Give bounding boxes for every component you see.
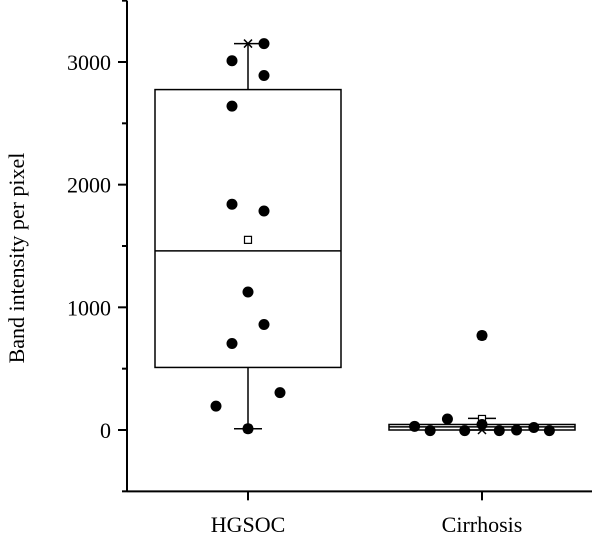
- data-point: [476, 330, 488, 342]
- data-point: [226, 55, 238, 67]
- y-axis-title: Band intensity per pixel: [4, 153, 29, 364]
- data-point: [543, 425, 555, 437]
- data-point: [424, 425, 436, 437]
- y-tick-label: 2000: [67, 173, 111, 198]
- data-point: [476, 418, 488, 430]
- max-marker: [243, 39, 253, 49]
- data-point: [258, 205, 270, 217]
- data-point: [274, 387, 286, 399]
- data-point: [409, 420, 421, 432]
- data-point: [226, 338, 238, 350]
- data-point: [258, 69, 270, 81]
- data-point: [242, 286, 254, 298]
- axes: 0 1000 2000 3000 HGSOC Cirrhosis: [67, 0, 592, 537]
- x-tick-label: Cirrhosis: [442, 512, 523, 537]
- mean-marker: [243, 235, 253, 244]
- y-tick-label: 3000: [67, 50, 111, 75]
- data-point: [528, 422, 540, 434]
- data-point: [226, 198, 238, 210]
- data-point: [459, 425, 471, 437]
- y-tick-label: 0: [100, 418, 111, 443]
- data-point: [493, 425, 505, 437]
- data-point: [441, 413, 453, 425]
- data-point: [242, 423, 254, 435]
- x-tick-label: HGSOC: [211, 512, 286, 537]
- box-cirrhosis: [388, 331, 576, 435]
- iqr-box: [154, 88, 342, 369]
- data-point: [226, 100, 238, 112]
- data-point: [210, 400, 222, 412]
- box-hgsoc: [154, 39, 342, 434]
- data-points: [210, 38, 555, 437]
- data-point: [511, 424, 523, 436]
- boxes: [154, 39, 576, 435]
- y-tick-label: 1000: [67, 295, 111, 320]
- data-point: [258, 319, 270, 331]
- data-point: [258, 38, 270, 50]
